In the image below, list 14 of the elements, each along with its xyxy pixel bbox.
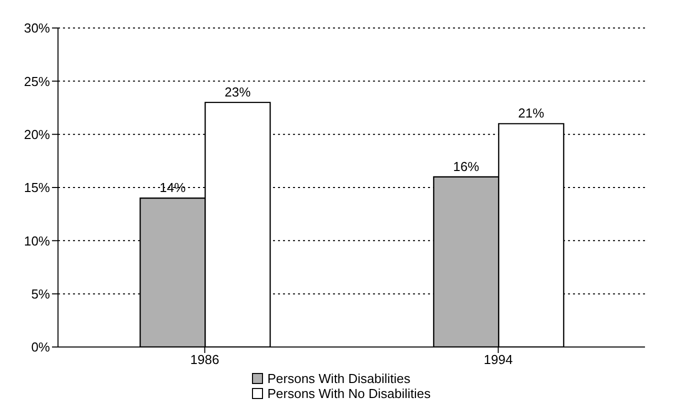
y-tick-label: 20% [24, 126, 50, 142]
x-tick-label: 1986 [190, 352, 220, 368]
data-label: 23% [224, 84, 252, 100]
y-tick-label: 0% [31, 340, 50, 355]
legend-label: Persons With Disabilities [267, 371, 410, 386]
data-label: 16% [453, 158, 480, 174]
x-tick-label: 1994 [484, 352, 513, 368]
y-tick-label: 15% [24, 180, 50, 196]
y-tick-label: 10% [24, 233, 50, 248]
y-tick-label: 5% [31, 286, 50, 302]
y-tick-label: 30% [24, 20, 50, 36]
data-label: 21% [518, 106, 545, 121]
legend-label: Persons With No Disabilities [267, 386, 431, 401]
y-tick-label: 25% [24, 74, 50, 89]
